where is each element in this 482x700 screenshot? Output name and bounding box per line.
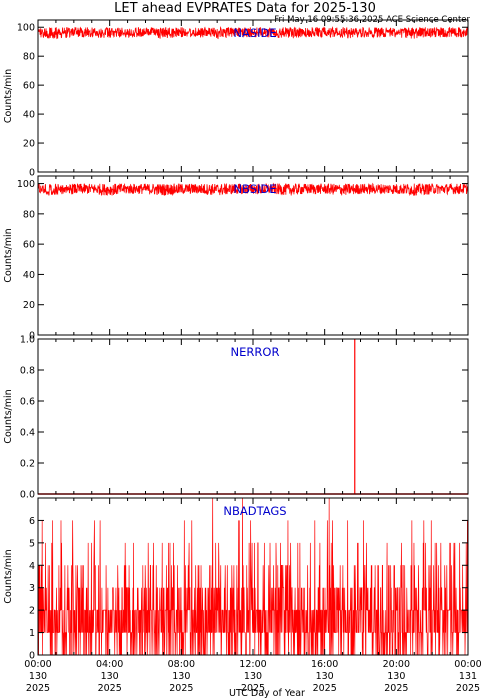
y-tick-label: 0.2 bbox=[20, 459, 35, 470]
y-tick-label: 0 bbox=[29, 331, 35, 342]
y-tick-label: 40 bbox=[23, 110, 35, 121]
x-tick-year-label: 2025 bbox=[98, 683, 122, 694]
x-tick-time-label: 16:00 bbox=[311, 659, 338, 670]
y-tick-label: 0.0 bbox=[20, 490, 35, 501]
panel-name-label: NBSIDE bbox=[233, 182, 276, 196]
y-tick-label: 20 bbox=[23, 300, 35, 311]
y-axis-label: Counts/min bbox=[3, 389, 14, 443]
nbadtags-series-line bbox=[38, 497, 469, 656]
x-tick-year-label: 2025 bbox=[313, 683, 337, 694]
x-tick-time-label: 20:00 bbox=[383, 659, 410, 670]
y-tick-label: 40 bbox=[23, 270, 35, 281]
x-tick-time-label: 00:00 bbox=[24, 659, 51, 670]
panel-frame bbox=[37, 19, 469, 173]
y-tick-label: 5 bbox=[29, 538, 35, 549]
panel-name-label: NASIDE bbox=[233, 26, 276, 40]
y-tick-label: 0.6 bbox=[20, 397, 35, 408]
panel-name-label: NBADTAGS bbox=[223, 504, 286, 518]
x-tick-year-label: 2025 bbox=[241, 683, 265, 694]
x-tick-time-label: 00:00 bbox=[454, 659, 481, 670]
panel-frame bbox=[37, 338, 469, 495]
y-tick-label: 0 bbox=[29, 651, 35, 662]
y-tick-label: 0.8 bbox=[20, 366, 35, 377]
y-tick-label: 80 bbox=[23, 52, 35, 63]
x-tick-year-label: 2025 bbox=[26, 683, 50, 694]
x-axis-label: UTC Day of Year bbox=[229, 688, 305, 699]
y-tick-label: 1 bbox=[29, 628, 35, 639]
x-tick-year-label: 2025 bbox=[384, 683, 408, 694]
y-tick-label: 3 bbox=[29, 583, 35, 594]
x-tick-time-label: 04:00 bbox=[96, 659, 123, 670]
x-tick-doy-label: 130 bbox=[101, 671, 119, 682]
y-axis-label: Counts/min bbox=[3, 69, 14, 123]
chart-title: LET ahead EVPRATES Data for 2025-130 bbox=[114, 1, 376, 16]
x-tick-year-label: 2025 bbox=[169, 683, 193, 694]
y-tick-label: 60 bbox=[23, 240, 35, 251]
y-tick-label: 20 bbox=[23, 139, 35, 150]
x-tick-doy-label: 130 bbox=[29, 671, 47, 682]
y-tick-label: 0 bbox=[29, 168, 35, 179]
y-tick-label: 100 bbox=[17, 23, 35, 34]
y-tick-label: 0.4 bbox=[20, 428, 35, 439]
y-tick-label: 4 bbox=[29, 561, 35, 572]
panel-name-label: NERROR bbox=[231, 345, 280, 359]
y-axis-label: Counts/min bbox=[3, 549, 14, 603]
y-tick-label: 2 bbox=[29, 606, 35, 617]
panel-nbside: 0 20 40 60 80 100 Counts/min NBSIDE bbox=[3, 175, 469, 342]
x-tick-doy-label: 130 bbox=[244, 671, 262, 682]
x-tick-doy-label: 131 bbox=[459, 671, 477, 682]
nbside-series-line bbox=[37, 182, 469, 197]
y-axis-label: Counts/min bbox=[3, 228, 14, 282]
naside-series-line bbox=[37, 25, 469, 40]
panel-frame bbox=[37, 175, 469, 336]
x-tick-doy-label: 130 bbox=[172, 671, 190, 682]
x-tick-doy-label: 130 bbox=[316, 671, 334, 682]
panel-nbadtags: 0 1 2 3 4 5 6 Counts/min NBADTAGS bbox=[3, 497, 469, 662]
x-tick-year-label: 2025 bbox=[456, 683, 480, 694]
x-tick-time-label: 08:00 bbox=[168, 659, 195, 670]
y-tick-label: 60 bbox=[23, 81, 35, 92]
y-tick-label: 6 bbox=[29, 516, 35, 527]
panel-naside: 0 20 40 60 80 100 Counts/min NASIDE bbox=[3, 19, 469, 179]
panel-nerror: 0.0 0.2 0.4 0.6 0.8 1.0 Counts/min NERROR bbox=[3, 335, 469, 501]
y-tick-label: 80 bbox=[23, 209, 35, 220]
y-tick-label: 100 bbox=[17, 179, 35, 190]
x-tick-doy-label: 130 bbox=[387, 671, 405, 682]
x-tick-time-label: 12:00 bbox=[239, 659, 266, 670]
y-tick-label: 1.0 bbox=[20, 335, 35, 346]
